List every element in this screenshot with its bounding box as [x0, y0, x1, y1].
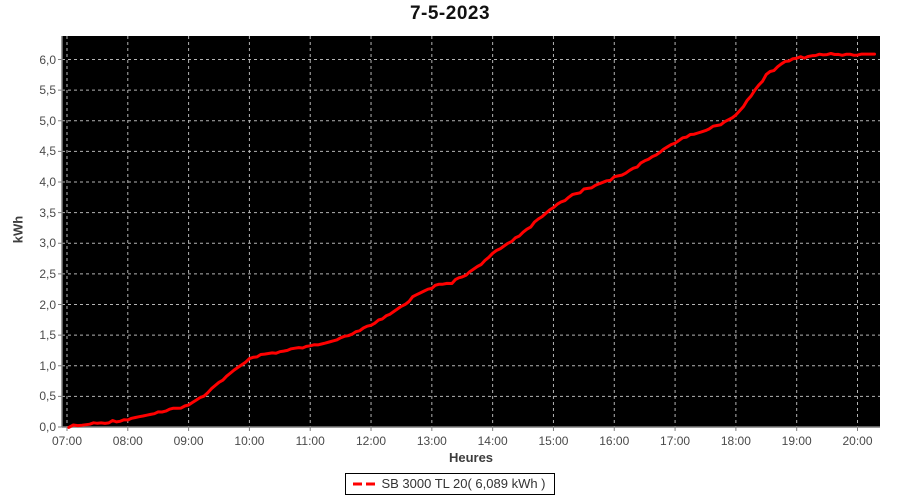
y-tick-label: 2,5	[39, 266, 56, 281]
y-tick-label: 0,0	[39, 420, 56, 434]
y-tick-label: 5,0	[39, 113, 56, 128]
x-tick-label: 19:00	[781, 434, 812, 448]
y-tick-label: 3,0	[39, 236, 56, 251]
x-tick-label: 16:00	[599, 434, 630, 448]
x-tick-label: 09:00	[173, 434, 204, 448]
x-tick-label: 15:00	[538, 434, 569, 448]
y-tick-label: 4,0	[39, 175, 56, 189]
x-tick-label: 17:00	[660, 434, 691, 448]
y-tick-label: 0,5	[39, 389, 56, 404]
x-tick-label: 20:00	[842, 434, 873, 448]
x-tick-label: 13:00	[416, 434, 447, 448]
x-axis-label: Heures	[448, 450, 494, 465]
x-tick-label: 11:00	[295, 434, 325, 448]
x-tick-label: 08:00	[112, 434, 143, 448]
x-tick-label: 10:00	[234, 434, 265, 448]
y-tick-label: 3,5	[39, 205, 56, 220]
y-tick-label: 4,5	[39, 144, 56, 159]
series-line-icon	[353, 482, 376, 485]
y-tick-label: 1,0	[39, 358, 56, 373]
legend-box: SB 3000 TL 20( 6,089 kWh )	[345, 473, 555, 495]
legend-series-label: SB 3000 TL 20( 6,089 kWh )	[381, 476, 546, 491]
y-tick-label: 5,5	[39, 83, 56, 98]
x-tick-label: 07:00	[51, 434, 82, 448]
plot-area	[62, 36, 880, 427]
x-tick-label: 14:00	[477, 434, 508, 448]
legend: SB 3000 TL 20( 6,089 kWh )	[0, 473, 900, 495]
x-tick-label: 18:00	[720, 434, 751, 448]
y-tick-label: 1,5	[39, 328, 56, 343]
y-tick-label: 6,0	[39, 52, 56, 67]
y-tick-label: 2,0	[39, 297, 56, 312]
chart-title: 7-5-2023	[409, 3, 491, 24]
x-tick-label: 12:00	[356, 434, 387, 448]
